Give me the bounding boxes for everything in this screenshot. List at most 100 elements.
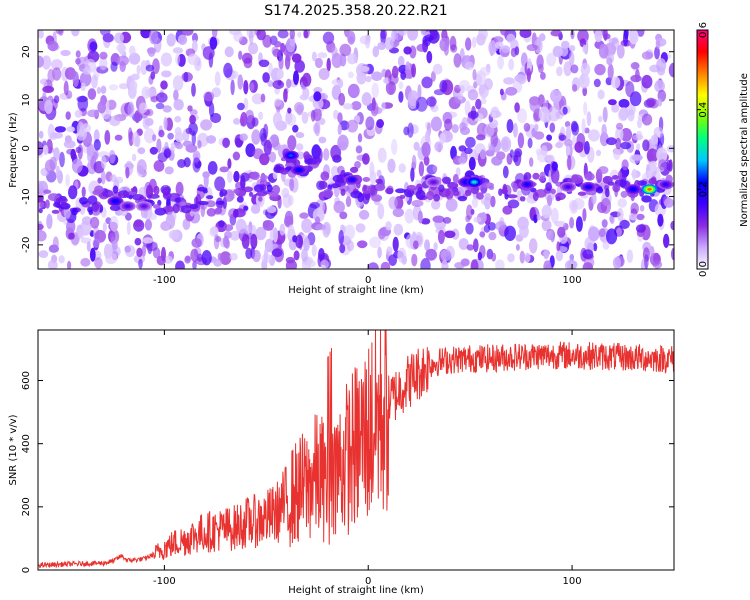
- heatmap-cell: [38, 55, 44, 68]
- heatmap-cell: [251, 93, 264, 105]
- heatmap-cell: [244, 224, 252, 235]
- heatmap-cell: [515, 244, 520, 251]
- heatmap-cell: [568, 51, 575, 66]
- heatmap-cell: [484, 124, 495, 138]
- heatmap-cell: [631, 154, 643, 161]
- heatmap-cell: [251, 117, 259, 127]
- heatmap-cell: [543, 260, 552, 269]
- heatmap-cell: [314, 223, 327, 231]
- heatmap-cell: [128, 194, 133, 200]
- heatmap-cell: [301, 111, 309, 124]
- heatmap-cell: [438, 184, 445, 193]
- heatmap-cell: [618, 107, 629, 121]
- heatmap-cell: [105, 99, 110, 115]
- heatmap-cell: [109, 115, 121, 127]
- heatmap-cell: [206, 195, 214, 200]
- heatmap-cell: [130, 187, 136, 193]
- heatmap-cell: [367, 262, 379, 269]
- y-tick-label: 0: [21, 145, 32, 151]
- heatmap-cell: [380, 30, 386, 45]
- heatmap-cell: [392, 236, 399, 252]
- heatmap-cell: [574, 141, 584, 153]
- heatmap-cell: [243, 80, 249, 95]
- heatmap-cell: [426, 190, 435, 201]
- heatmap-cell: [128, 52, 141, 65]
- heatmap-cell: [657, 213, 664, 227]
- heatmap-cell: [351, 101, 362, 111]
- heatmap-cell: [166, 33, 176, 47]
- heatmap-cell: [452, 190, 460, 196]
- heatmap-cell: [541, 219, 552, 232]
- heatmap-cell: [372, 45, 380, 58]
- heatmap-cell: [612, 183, 621, 193]
- heatmap-cell: [303, 151, 310, 160]
- heatmap-cell: [618, 98, 630, 109]
- heatmap-cell: [227, 170, 233, 183]
- heatmap-cell: [523, 122, 531, 132]
- heatmap-cell: [449, 35, 457, 51]
- heatmap-cell: [417, 210, 423, 224]
- heatmap-cell: [190, 248, 199, 262]
- heatmap-cell: [371, 71, 383, 81]
- heatmap-cell: [75, 146, 82, 153]
- heatmap-cell: [295, 234, 304, 249]
- heatmap-cell: [287, 135, 297, 151]
- heatmap-cell: [512, 182, 518, 193]
- heatmap-cell: [108, 84, 119, 91]
- heatmap-cell: [148, 213, 157, 221]
- heatmap-cell: [611, 37, 620, 51]
- heatmap-cell: [345, 195, 352, 208]
- heatmap-cell: [322, 188, 334, 199]
- heatmap-cell: [416, 43, 428, 52]
- heatmap-cell: [102, 189, 114, 198]
- heatmap-cell: [172, 203, 180, 214]
- heatmap-cell: [303, 30, 309, 39]
- heatmap-cell: [358, 209, 370, 220]
- heatmap-cell: [478, 84, 489, 99]
- heatmap-cell: [263, 139, 272, 156]
- heatmap-cell: [272, 80, 285, 90]
- heatmap-cell: [508, 58, 515, 71]
- heatmap-cell: [575, 216, 583, 232]
- heatmap-cell: [109, 232, 116, 242]
- heatmap-cell: [630, 61, 640, 70]
- heatmap-cell: [119, 60, 126, 73]
- heatmap-cell: [110, 61, 118, 72]
- heatmap-cell: [406, 184, 417, 191]
- heatmap-cell: [444, 230, 456, 239]
- heatmap-cell: [80, 257, 91, 267]
- heatmap-cell: [223, 62, 233, 78]
- heatmap-cell: [55, 197, 68, 204]
- heatmap-cell: [646, 148, 659, 163]
- heatmap-cell: [50, 59, 63, 71]
- heatmap-cell: [317, 147, 323, 163]
- heatmap-cell: [471, 36, 477, 48]
- heatmap-cell: [407, 30, 419, 41]
- heatmap-cell: [355, 223, 366, 233]
- heatmap-cell: [317, 52, 328, 59]
- heatmap-cell: [337, 112, 343, 124]
- heatmap-cell: [369, 161, 375, 177]
- heatmap-cell: [397, 55, 405, 67]
- heatmap-cell: [252, 249, 261, 263]
- heatmap-cell: [671, 247, 674, 261]
- heatmap-cell: [538, 177, 546, 182]
- heatmap-cell: [331, 79, 340, 86]
- heatmap-cell: [423, 155, 430, 166]
- heatmap-cell: [109, 205, 121, 211]
- heatmap-cell: [426, 96, 437, 107]
- heatmap-cell: [505, 86, 518, 96]
- heatmap-cell: [618, 170, 623, 181]
- heatmap-cell: [187, 105, 193, 112]
- heatmap-cell: [218, 220, 225, 228]
- snr-frame: [37, 329, 675, 571]
- heatmap-cell: [473, 216, 482, 223]
- heatmap-cell: [355, 145, 363, 154]
- heatmap-cell: [284, 54, 291, 70]
- heatmap-cell: [268, 151, 277, 163]
- heatmap-cell: [174, 115, 182, 123]
- heatmap-cell: [584, 172, 595, 181]
- heatmap-cell: [465, 136, 476, 148]
- heatmap-cell: [250, 233, 258, 250]
- heatmap-cell: [164, 166, 174, 175]
